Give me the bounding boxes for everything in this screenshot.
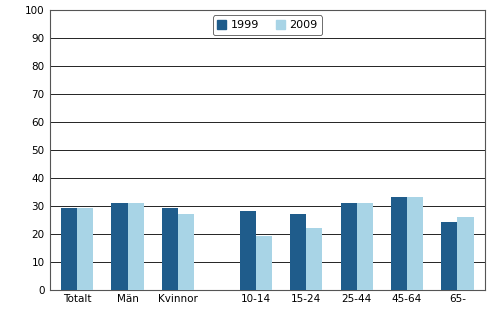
Bar bbox=[441, 222, 457, 290]
Bar bbox=[77, 209, 94, 290]
Bar bbox=[341, 203, 357, 290]
Bar bbox=[306, 228, 322, 290]
Bar bbox=[61, 209, 77, 290]
Bar bbox=[178, 214, 194, 290]
Bar bbox=[407, 197, 423, 290]
Bar bbox=[391, 197, 407, 290]
Bar bbox=[240, 211, 256, 290]
Bar bbox=[290, 214, 306, 290]
Bar bbox=[162, 209, 178, 290]
Bar bbox=[256, 236, 272, 290]
Legend: 1999, 2009: 1999, 2009 bbox=[213, 15, 322, 35]
Bar bbox=[457, 217, 474, 290]
Bar bbox=[357, 203, 373, 290]
Bar bbox=[128, 203, 144, 290]
Bar bbox=[111, 203, 128, 290]
